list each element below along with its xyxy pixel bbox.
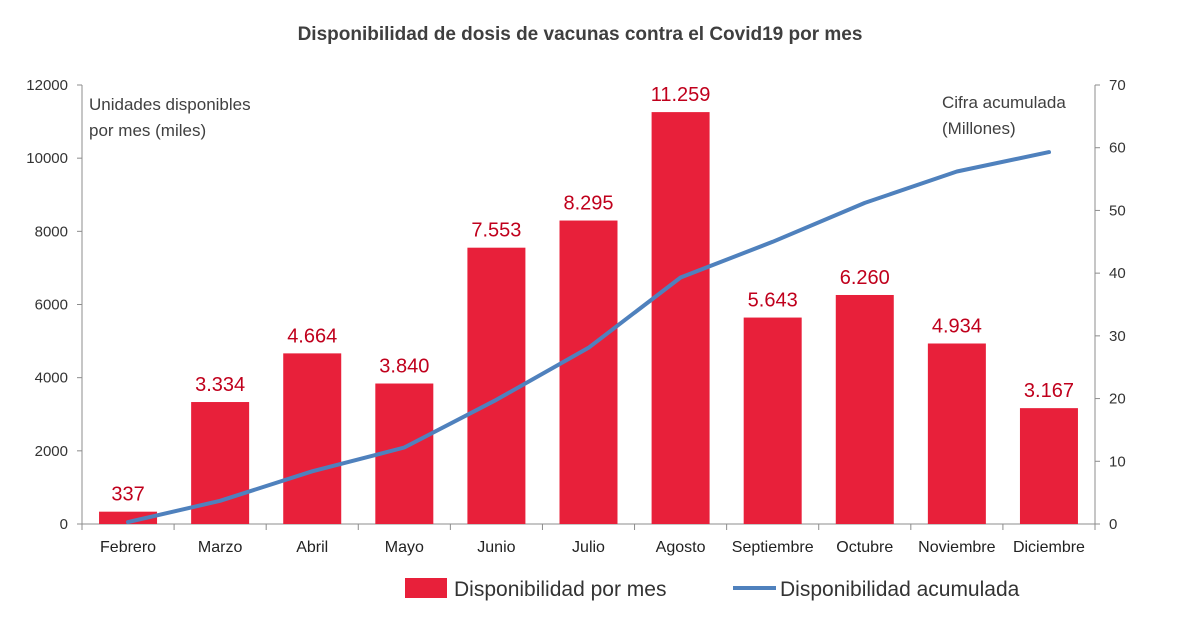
left-tick-label: 8000: [35, 223, 68, 240]
right-tick-label: 50: [1109, 202, 1126, 219]
bar-value-label: 4.664: [287, 325, 337, 347]
bar-value-label: 6.260: [840, 267, 890, 289]
bar: [743, 317, 802, 524]
bar: [927, 343, 986, 524]
bar: [99, 511, 158, 524]
left-tick-label: 10000: [26, 150, 68, 167]
right-tick-label: 60: [1109, 140, 1126, 157]
bar-data-labels: 337 3.334 4.664 3.840 7.553 8.295 11.259 5.643 6…: [111, 84, 1074, 506]
category-label: Diciembre: [1013, 539, 1085, 556]
right-tick-label: 30: [1109, 328, 1126, 345]
legend: Disponibilidad por mes Disponibilidad ac…: [405, 578, 1020, 601]
category-label: Octubre: [836, 539, 893, 556]
bar-value-label: 7.553: [471, 220, 521, 242]
right-tick-label: 10: [1109, 453, 1126, 470]
bar: [559, 220, 618, 524]
bar-value-label: 4.934: [932, 315, 982, 337]
right-axis-label-line1: Cifra acumulada: [942, 93, 1066, 112]
right-axis-label-line2: (Millones): [942, 119, 1016, 138]
bar: [835, 294, 894, 524]
bar-value-label: 5.643: [748, 290, 798, 312]
category-label: Septiembre: [732, 539, 814, 556]
bar-value-label: 3.167: [1024, 380, 1074, 402]
line-series: [126, 150, 1051, 525]
bar-value-label: 3.840: [379, 356, 429, 378]
bar-value-label: 337: [111, 484, 144, 506]
right-tick-label: 40: [1109, 265, 1126, 282]
right-y-axis-ticks: 0 10 20 30 40 50 60 70: [1095, 77, 1126, 533]
bar: [467, 247, 526, 524]
category-label: Abril: [296, 539, 328, 556]
category-label: Noviembre: [918, 539, 995, 556]
right-tick-label: 0: [1109, 516, 1117, 533]
right-tick-label: 70: [1109, 77, 1126, 94]
legend-line-label: Disponibilidad acumulada: [780, 578, 1020, 601]
category-label: Marzo: [198, 539, 243, 556]
bar-value-label: 3.334: [195, 374, 245, 396]
left-y-axis-ticks: 0 2000 4000 6000 8000 10000 12000: [26, 77, 82, 533]
x-axis-category-labels: Febrero Marzo Abril Mayo Junio Julio Agosto Sep…: [81, 524, 1096, 556]
category-label: Julio: [572, 539, 605, 556]
left-tick-label: 4000: [35, 370, 68, 387]
left-tick-label: 2000: [35, 443, 68, 460]
category-label: Junio: [477, 539, 515, 556]
chart-title: Disponibilidad de dosis de vacunas contr…: [298, 24, 863, 45]
left-tick-label: 0: [60, 516, 68, 533]
legend-bar-swatch: [405, 578, 447, 598]
cumulative-line: [126, 150, 1051, 525]
bar-series: [99, 112, 1078, 525]
category-label: Agosto: [656, 539, 706, 556]
left-axis-label-line1: Unidades disponibles: [89, 95, 251, 114]
bar: [1019, 408, 1078, 524]
category-label: Mayo: [385, 539, 424, 556]
right-tick-label: 20: [1109, 391, 1126, 408]
bar: [651, 112, 710, 525]
legend-bar-label: Disponibilidad por mes: [454, 578, 666, 601]
left-tick-label: 12000: [26, 77, 68, 94]
bar-value-label: 8.295: [563, 193, 613, 215]
bar: [283, 353, 342, 524]
left-axis-label-line2: por mes (miles): [89, 121, 206, 140]
category-label: Febrero: [100, 539, 156, 556]
left-tick-label: 6000: [35, 297, 68, 314]
bar-value-label: 11.259: [651, 84, 711, 106]
